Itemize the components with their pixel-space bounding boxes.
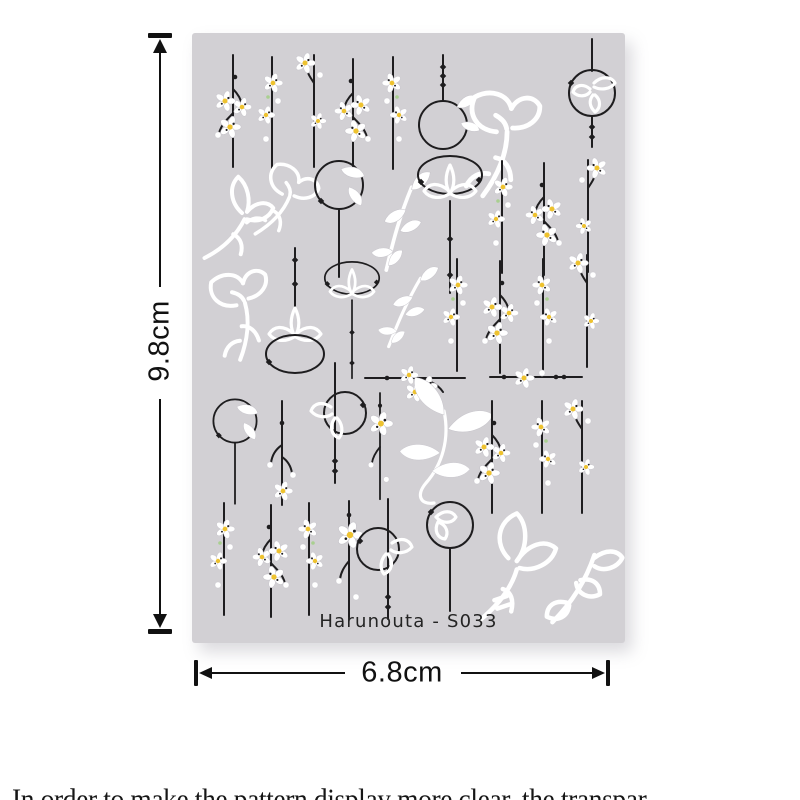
sticker-sheet: Harunouta - S033 <box>192 33 625 643</box>
width-line-right <box>461 672 593 674</box>
width-arrow-left-icon <box>199 667 212 679</box>
height-arrow-up-icon <box>153 39 167 53</box>
sheet-brand-label: Harunouta - S033 <box>319 611 498 632</box>
height-cap-bottom <box>148 629 172 634</box>
width-dimension: 6.8cm <box>194 656 610 689</box>
width-cap-right <box>606 660 610 686</box>
width-cap-left <box>194 660 198 686</box>
sticker-sheet-artwork <box>192 33 625 643</box>
caption-line-1: In order to make the pattern display mor… <box>12 783 655 800</box>
height-line-lower <box>159 399 161 617</box>
width-line-left <box>211 672 345 674</box>
height-dimension-label: 9.8cm <box>143 300 176 382</box>
flower-motifs <box>192 39 622 622</box>
height-line-upper <box>159 49 161 287</box>
caption: In order to make the pattern display mor… <box>12 702 800 800</box>
height-dimension: 9.8cm <box>143 33 176 634</box>
width-arrow-right-icon <box>592 667 605 679</box>
height-cap-top <box>148 33 172 38</box>
width-dimension-label: 6.8cm <box>361 656 443 689</box>
height-arrow-down-icon <box>153 614 167 628</box>
